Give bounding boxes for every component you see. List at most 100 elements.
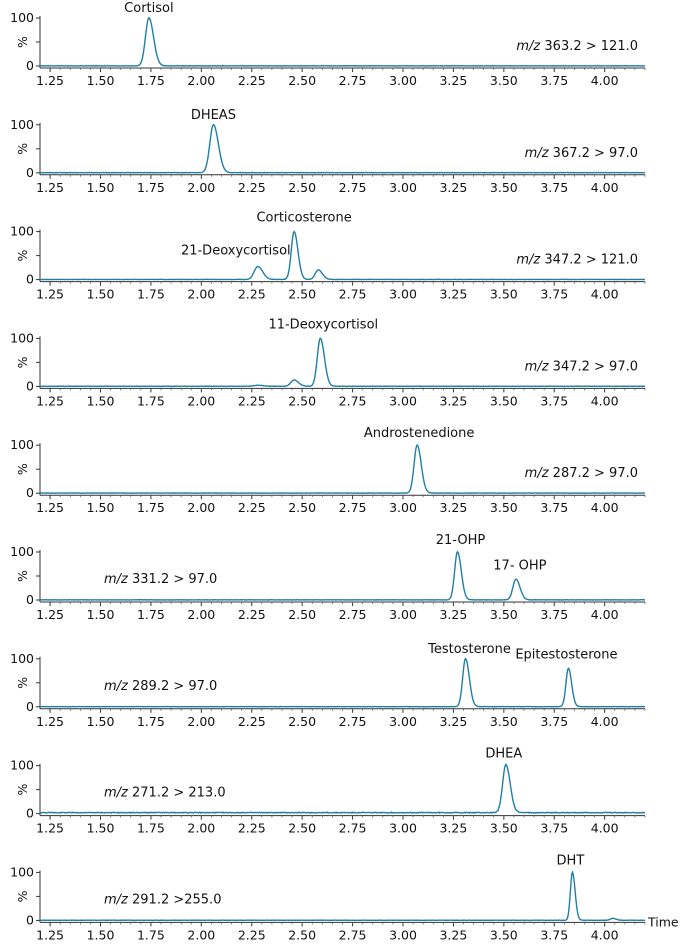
x-tick-label: 3.00 bbox=[389, 500, 417, 515]
y-tick-label: 100 bbox=[10, 758, 34, 773]
mz-value: 347.2 > 121.0 bbox=[540, 253, 638, 268]
x-tick-label: 1.75 bbox=[137, 821, 165, 836]
x-tick-label: 4.00 bbox=[591, 821, 619, 836]
x-tick-label: 2.00 bbox=[187, 927, 215, 942]
x-tick-label: 2.00 bbox=[187, 73, 215, 88]
x-tick-label: 3.75 bbox=[540, 287, 568, 302]
x-tick-label: 2.00 bbox=[187, 821, 215, 836]
x-tick-label: 2.25 bbox=[238, 393, 266, 408]
mz-value: 363.2 > 121.0 bbox=[540, 39, 638, 54]
x-tick-label: 2.75 bbox=[339, 393, 367, 408]
x-tick-label: 3.25 bbox=[439, 500, 467, 515]
y-axis-label: % bbox=[15, 677, 30, 689]
x-tick-label: 4.00 bbox=[591, 73, 619, 88]
x-tick-label: 3.00 bbox=[389, 180, 417, 195]
chromatogram-trace bbox=[39, 337, 646, 388]
x-tick-label: 3.00 bbox=[389, 714, 417, 729]
x-tick-label: 2.75 bbox=[339, 714, 367, 729]
y-axis-label: % bbox=[15, 570, 30, 582]
peak-label: 17- OHP bbox=[493, 558, 546, 573]
x-tick-label: 2.00 bbox=[187, 180, 215, 195]
y-tick-label: 0 bbox=[26, 378, 34, 393]
y-axis-label: % bbox=[15, 36, 30, 48]
y-axis-label: % bbox=[15, 143, 30, 155]
x-tick-label: 3.50 bbox=[490, 287, 518, 302]
x-tick-label: 2.75 bbox=[339, 180, 367, 195]
x-tick-label: 4.00 bbox=[591, 714, 619, 729]
x-tick-label: 3.50 bbox=[490, 927, 518, 942]
mz-value: 287.2 > 97.0 bbox=[549, 466, 638, 481]
x-tick-label: 2.50 bbox=[288, 73, 316, 88]
x-tick-label: 2.50 bbox=[288, 287, 316, 302]
x-tick-label: 3.00 bbox=[389, 927, 417, 942]
peak-label: Corticosterone bbox=[256, 211, 351, 226]
y-axis-label: % bbox=[15, 250, 30, 262]
mz-transition: m/z 363.2 > 121.0 bbox=[516, 39, 638, 54]
x-tick-label: 1.50 bbox=[87, 500, 115, 515]
x-tick-label: 1.75 bbox=[137, 287, 165, 302]
x-tick-label: 3.75 bbox=[540, 821, 568, 836]
x-tick-label: 1.75 bbox=[137, 500, 165, 515]
x-tick-label: 3.25 bbox=[439, 287, 467, 302]
x-tick-label: 3.25 bbox=[439, 821, 467, 836]
peak-label: Epitestosterone bbox=[515, 647, 617, 662]
y-tick-label: 100 bbox=[10, 651, 34, 666]
x-tick-label: 3.25 bbox=[439, 927, 467, 942]
mz-transition: m/z 367.2 > 97.0 bbox=[525, 146, 638, 161]
y-tick-label: 100 bbox=[10, 544, 34, 559]
y-tick-label: 0 bbox=[26, 699, 34, 714]
x-tick-label: 1.25 bbox=[36, 607, 64, 622]
peak-label: 21-Deoxycortisol bbox=[181, 244, 291, 259]
mz-transition: m/z 289.2 > 97.0 bbox=[104, 679, 217, 694]
mz-value: 367.2 > 97.0 bbox=[549, 146, 638, 161]
mz-italic: m/z bbox=[104, 679, 129, 694]
x-tick-label: 2.50 bbox=[288, 500, 316, 515]
x-tick-label: 3.25 bbox=[439, 393, 467, 408]
x-tick-label: 2.50 bbox=[288, 180, 316, 195]
panel-5: 0 100% 1.25 1.50 1.75 2.00 2.25 2.50 2.75 3.00 3.2… bbox=[10, 426, 646, 515]
chromatogram-trace bbox=[39, 443, 646, 494]
x-tick-label: 2.25 bbox=[238, 607, 266, 622]
x-tick-label: 4.00 bbox=[591, 500, 619, 515]
y-tick-label: 100 bbox=[10, 437, 34, 452]
y-tick-label: 0 bbox=[26, 272, 34, 287]
mz-transition: m/z 271.2 > 213.0 bbox=[104, 786, 226, 801]
x-tick-label: 1.25 bbox=[36, 180, 64, 195]
x-tick-label: 1.50 bbox=[87, 607, 115, 622]
x-tick-label: 1.50 bbox=[87, 180, 115, 195]
x-tick-label: 1.25 bbox=[36, 714, 64, 729]
mz-italic: m/z bbox=[104, 786, 129, 801]
x-tick-label: 1.25 bbox=[36, 500, 64, 515]
mz-transition: m/z 347.2 > 121.0 bbox=[516, 253, 638, 268]
x-tick-label: 1.50 bbox=[87, 73, 115, 88]
x-tick-label: 3.50 bbox=[490, 607, 518, 622]
x-tick-label: 3.50 bbox=[490, 821, 518, 836]
x-tick-label: 3.75 bbox=[540, 927, 568, 942]
x-tick-label: 3.75 bbox=[540, 393, 568, 408]
x-tick-label: 2.25 bbox=[238, 180, 266, 195]
x-tick-label: 2.25 bbox=[238, 287, 266, 302]
chromatogram-trace bbox=[39, 763, 646, 814]
x-tick-label: 2.75 bbox=[339, 607, 367, 622]
peak-label: DHT bbox=[557, 853, 585, 868]
x-tick-label: 1.75 bbox=[137, 393, 165, 408]
x-tick-label: 1.50 bbox=[87, 714, 115, 729]
x-tick-label: 1.75 bbox=[137, 714, 165, 729]
chromatogram-trace bbox=[39, 870, 646, 922]
y-axis-label: % bbox=[15, 463, 30, 475]
x-tick-label: 3.75 bbox=[540, 73, 568, 88]
y-tick-label: 100 bbox=[10, 330, 34, 345]
peak-label: DHEA bbox=[485, 747, 522, 762]
x-tick-label: 2.75 bbox=[339, 821, 367, 836]
peak-label: Testosterone bbox=[427, 642, 511, 657]
panel-1: 0 100% 1.25 1.50 1.75 2.00 2.25 2.50 2.75 3.00 3.2… bbox=[10, 1, 646, 88]
x-tick-label: 3.75 bbox=[540, 607, 568, 622]
x-tick-label: 3.00 bbox=[389, 607, 417, 622]
y-tick-label: 100 bbox=[10, 864, 34, 879]
panel-7: 0 100% 1.25 1.50 1.75 2.00 2.25 2.50 2.75 3.00 3.2… bbox=[10, 642, 646, 729]
y-tick-label: 0 bbox=[26, 912, 34, 927]
y-tick-label: 0 bbox=[26, 58, 34, 73]
x-tick-label: 2.25 bbox=[238, 500, 266, 515]
mz-italic: m/z bbox=[525, 359, 550, 374]
x-tick-label: 3.25 bbox=[439, 607, 467, 622]
